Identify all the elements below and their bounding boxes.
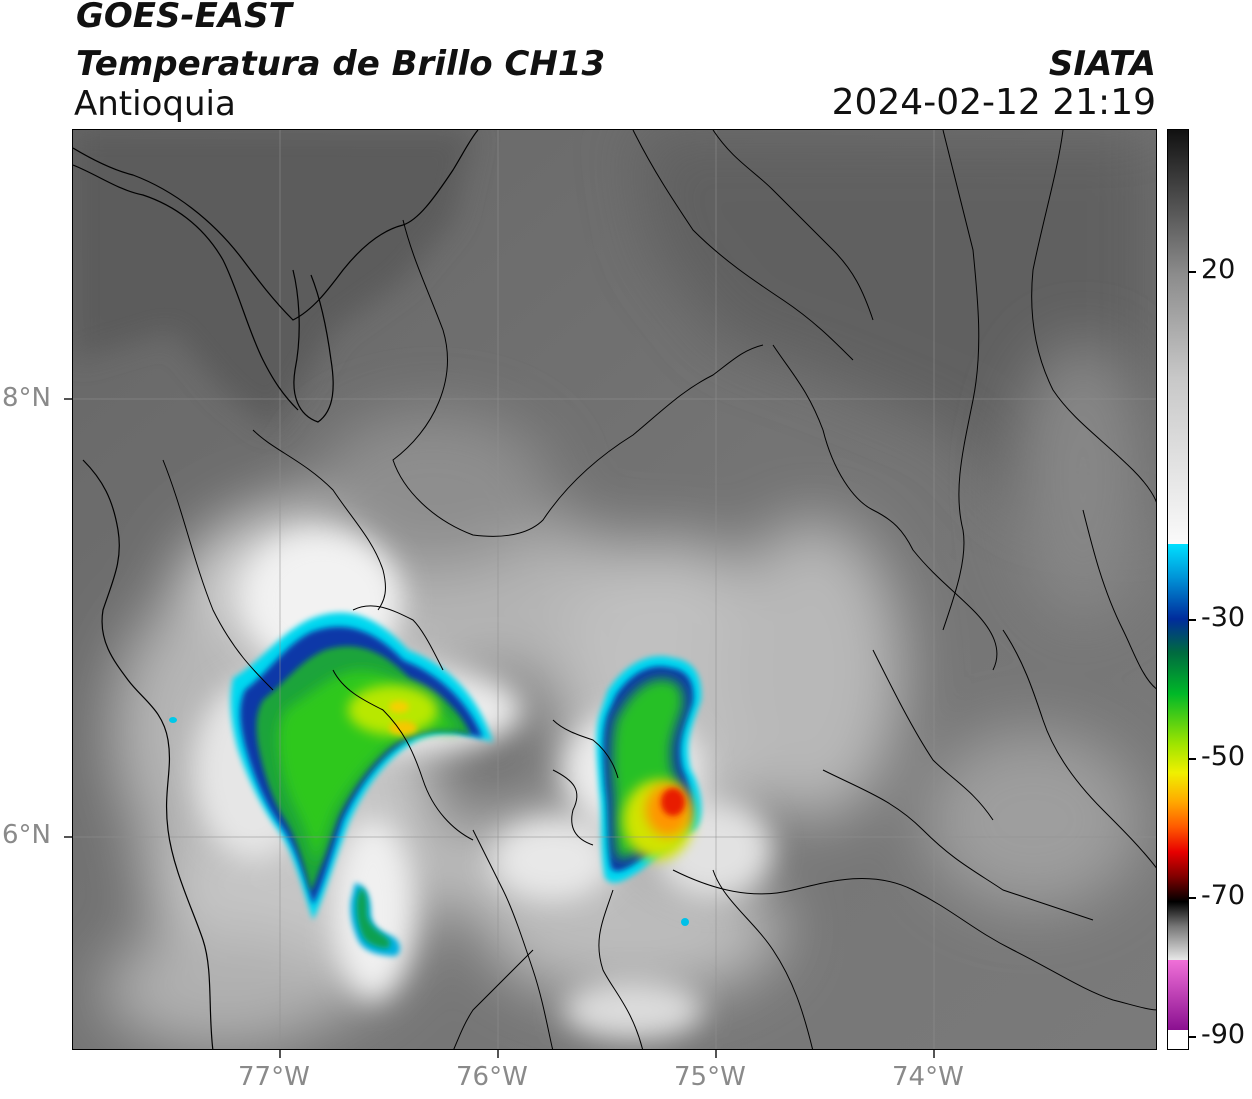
lon-label-77w: 77°W [238, 1062, 310, 1092]
timestamp-label: 2024-02-12 21:19 [831, 82, 1156, 123]
lon-label-74w: 74°W [892, 1062, 964, 1092]
map-canvas [73, 130, 1156, 1049]
lat-label-6n: 6°N [2, 820, 51, 850]
coastlines [73, 130, 479, 1049]
colorbar-label-minus30: -30 [1201, 602, 1246, 633]
product-title: Temperatura de Brillo CH13 [76, 44, 606, 84]
colorbar-tick-minus50 [1189, 758, 1196, 760]
lon-label-75w: 75°W [674, 1062, 746, 1092]
caribbean-region [73, 130, 473, 430]
colorbar-label-minus90: -90 [1201, 1019, 1246, 1050]
colorbar [1167, 129, 1189, 1050]
lon-tick-76w [497, 1050, 499, 1058]
colorbar-tick-20 [1189, 271, 1196, 273]
lon-label-76w: 76°W [456, 1062, 528, 1092]
lat-tick-8n [64, 398, 72, 400]
organization-label: SIATA [1048, 44, 1156, 84]
colorbar-tick-minus30 [1189, 619, 1196, 621]
colorbar-label-minus70: -70 [1201, 880, 1246, 911]
colorbar-tick-minus90 [1189, 1036, 1196, 1038]
gridlines [73, 130, 1156, 1049]
colorbar-label-minus50: -50 [1201, 741, 1246, 772]
lon-tick-77w [279, 1050, 281, 1058]
region-subtitle: Antioquia [74, 84, 236, 124]
storm-cell-west [169, 612, 493, 957]
lon-tick-75w [715, 1050, 717, 1058]
colorbar-tick-minus70 [1189, 897, 1196, 899]
lon-tick-74w [933, 1050, 935, 1058]
colorbar-label-20: 20 [1201, 254, 1236, 285]
satellite-title: GOES-EAST [76, 0, 292, 36]
colorbar-scale [1168, 130, 1188, 1049]
satellite-map[interactable] [72, 129, 1157, 1050]
admin-boundaries [162, 130, 1156, 1049]
lat-tick-6n [64, 836, 72, 838]
storm-cell-east [596, 656, 702, 926]
lat-label-8n: 8°N [2, 383, 51, 413]
